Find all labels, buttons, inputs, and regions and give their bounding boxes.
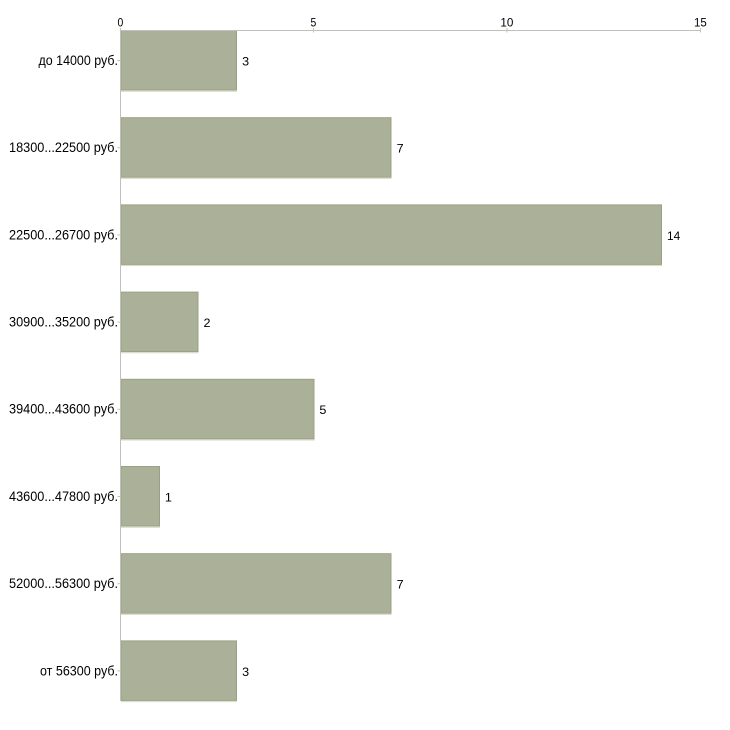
svg-text:0: 0 bbox=[118, 16, 124, 30]
svg-text:30900...35200 руб.: 30900...35200 руб. bbox=[9, 314, 118, 330]
svg-text:7: 7 bbox=[397, 142, 404, 156]
svg-text:от 56300 руб.: от 56300 руб. bbox=[40, 662, 118, 678]
svg-text:1: 1 bbox=[165, 490, 172, 504]
svg-text:5: 5 bbox=[311, 16, 317, 30]
svg-text:2: 2 bbox=[204, 316, 211, 330]
svg-text:3: 3 bbox=[242, 665, 249, 679]
svg-text:39400...43600 руб.: 39400...43600 руб. bbox=[9, 401, 118, 417]
svg-text:14: 14 bbox=[667, 229, 681, 243]
svg-text:3: 3 bbox=[242, 54, 249, 68]
svg-text:до 14000 руб.: до 14000 руб. bbox=[39, 52, 119, 68]
svg-text:15: 15 bbox=[694, 16, 707, 30]
svg-text:5: 5 bbox=[319, 403, 326, 417]
svg-text:18300...22500 руб.: 18300...22500 руб. bbox=[9, 139, 118, 155]
svg-text:43600...47800 руб.: 43600...47800 руб. bbox=[9, 488, 118, 504]
svg-text:22500...26700 руб.: 22500...26700 руб. bbox=[9, 226, 118, 242]
svg-text:52000...56300 руб.: 52000...56300 руб. bbox=[9, 575, 118, 591]
svg-text:10: 10 bbox=[500, 16, 513, 30]
svg-text:7: 7 bbox=[397, 578, 404, 592]
